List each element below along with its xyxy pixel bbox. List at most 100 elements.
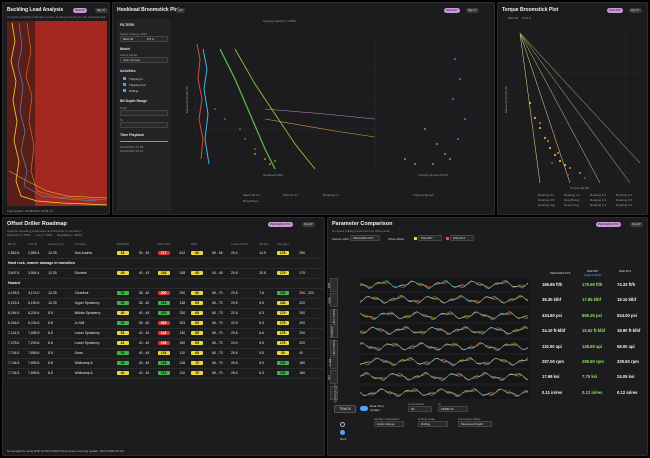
param-row[interactable]: ROP 166.85 ft/h 179.99 ft/h 74.33 ft/h: [328, 278, 648, 292]
track-button[interactable]: TRACK: [334, 405, 356, 413]
table-row[interactable]: 2,862.6 2,859.4 12.25 San Andres 16 30 - 45 71…: [7, 248, 323, 259]
param-sparkline[interactable]: [360, 324, 530, 338]
col-wob[interactable]: WOB (klbf): [116, 242, 130, 246]
subject-well-select[interactable]: PEACHES #7A: [350, 235, 380, 241]
hookload-legend-item[interactable]: Pick Up 0.1: [283, 193, 299, 197]
torque-legend-item[interactable]: Rotating 0.3: [616, 203, 633, 207]
param-row[interactable]: FLOW 297.00 rpm 299.80 rpm 329.50 rpm: [329, 355, 648, 369]
torque-legend-item[interactable]: Drag Below: [564, 198, 580, 202]
params-rig-badge[interactable]: Rig #7: [630, 222, 643, 227]
buckling-well-badge[interactable]: Well #1: [73, 8, 87, 13]
param-row[interactable]: DIFF PRESS 434.80 psi 655.26 psi 524.00 psi: [330, 308, 648, 324]
torque-legend-item[interactable]: Rotating 0.1: [590, 203, 607, 207]
lookahead-input[interactable]: 50: [408, 406, 432, 412]
torque-legend-item[interactable]: Rotating 0.4: [616, 193, 633, 197]
table-row[interactable]: 5,215.3 5,190.5 12.25 Upper Spraberry 59 35 -…: [7, 298, 323, 309]
hookload-legend-item[interactable]: Tripping Speed: [413, 193, 434, 197]
well2-select[interactable]: Well #C1: [450, 235, 474, 241]
roadmap-well-badge[interactable]: PEACHES #7A: [268, 222, 293, 227]
param-sparkline[interactable]: [360, 370, 530, 384]
torque-well-badge[interactable]: Well #47: [607, 8, 623, 13]
activity-checkbox-tripping-in[interactable]: [123, 77, 126, 80]
realtime-toggle[interactable]: [360, 406, 368, 411]
depth-to-input[interactable]: [120, 122, 168, 128]
annotation-mode-select[interactable]: Measured Depth: [458, 421, 492, 427]
hazard-row[interactable]: Hard rock, reamer damage in transition: [7, 258, 323, 269]
param-sparkline[interactable]: [360, 293, 530, 307]
torque-legend-item[interactable]: Rotating 0.5: [616, 198, 633, 202]
col-hole[interactable]: Hole Size (in): [48, 242, 64, 246]
torque-legend-item[interactable]: Rotating Avg: [538, 203, 555, 207]
param-row[interactable]: SPP 17.69 ksi 7.75 ksi 24.05 ksi: [328, 370, 648, 385]
buckling-rig-badge[interactable]: Big #7: [95, 8, 108, 13]
hazard-row[interactable]: Hazard: [7, 278, 323, 289]
torque-legend-item[interactable]: Rotating 0.5: [538, 198, 555, 202]
table-row[interactable]: 7,141.5 7,095.9 8.5 Lower Spraberry 53 40 - 4…: [7, 328, 323, 339]
model-select[interactable]: Auto (Curve): [120, 57, 168, 63]
casing-select[interactable]: BHA #6 8.5 in: [120, 36, 168, 42]
param-row-label: ROP: [328, 278, 338, 292]
hookload-legend-item[interactable]: Rotating 0.1: [323, 193, 340, 197]
depth-from-label: From: [120, 106, 127, 110]
num-toggle[interactable]: [340, 430, 345, 435]
value-chip: 41: [116, 341, 129, 345]
torque-chart[interactable]: [510, 23, 645, 193]
params-well-badge[interactable]: PEACHES #7A: [596, 222, 621, 227]
torque-legend-item[interactable]: Rotating 0.1: [538, 193, 555, 197]
table-row[interactable]: 3,607.5 3,594.4 12.25 Glorieta 45 40 - 43 248 2…: [7, 268, 323, 279]
param-row[interactable]: TORQUE 24.10 ft-klbf 15.62 ft-klbf 18.90 ft…: [330, 324, 648, 339]
torque-rig-badge[interactable]: Big #7: [629, 8, 642, 13]
param-row[interactable]: DEPTH OF CUT 0.11 in/rev 0.12 in/rev 0.12 i…: [330, 384, 648, 403]
table-row[interactable]: 6,264.9 6,234.6 8.5 Middle Spraberry 40 40 - …: [7, 308, 323, 319]
buckling-chart[interactable]: [7, 21, 107, 206]
table-row[interactable]: 7,746.3 7,695.6 8.5 Wolfcamp A 58 40 - 45 128 1…: [7, 358, 323, 369]
median-calc-select[interactable]: Entire Range: [374, 421, 404, 427]
col-diff[interactable]: Diff (psi): [259, 242, 269, 246]
torque-legend-item[interactable]: Rotating 0.3: [590, 193, 607, 197]
activity-checkbox-tripping-out[interactable]: [123, 83, 126, 86]
cell-rop-a: 200: [156, 288, 179, 299]
torque-legend-item[interactable]: Rotating 0.4: [590, 198, 607, 202]
activity-checkbox-drilling[interactable]: [123, 89, 126, 92]
depth-from-input[interactable]: [120, 110, 168, 116]
param-sparkline[interactable]: [360, 278, 530, 291]
param-row[interactable]: WOB 38.30 klbf 17.85 klbf 19.10 klbf: [328, 293, 648, 308]
param-row[interactable]: DIFF PRESS 110.00 api 148.89 api 58.00 api: [330, 339, 648, 354]
num-radio[interactable]: [340, 422, 345, 427]
hookload-well-badge[interactable]: Well #47: [444, 8, 460, 13]
param-sparkline[interactable]: [360, 355, 530, 368]
time-playback-slider[interactable]: [120, 141, 168, 142]
table-row[interactable]: 6,264.0 6,234.6 8.5 Jo Mill 53 35 - 40 203 203 6…: [7, 318, 323, 329]
filters-label[interactable]: FILTERS: [120, 23, 135, 27]
hookload-legend-item[interactable]: Slack Off 0.1: [243, 193, 261, 197]
torque-casing[interactable]: BHA #6 8.75 in: [508, 16, 531, 20]
hookload-chart[interactable]: [175, 19, 493, 199]
hookload-rig-badge[interactable]: Big #7: [466, 8, 479, 13]
torque-legend-item[interactable]: Rotating 0.2: [564, 193, 581, 197]
table-row[interactable]: 7,746.3 7,695.6 8.5 Wolfcamp A 40 40 - 45 120 1…: [7, 368, 323, 379]
depth-to-value[interactable]: 18980.00: [438, 406, 468, 412]
col-flow[interactable]: Flow (gpm): [276, 242, 290, 246]
col-tvd[interactable]: TVD (ft): [28, 242, 38, 246]
param-sparkline[interactable]: [360, 308, 530, 322]
torque-legend-item[interactable]: Return Avg: [564, 203, 579, 207]
num-label: Num: [340, 437, 347, 441]
table-row[interactable]: 7,746.3 7,695.6 8.5 Dean 55 40 - 45 135 110 65 60…: [7, 348, 323, 359]
filters-sidebar: FILTERS Select Casing / Well BHA #6 8.5 …: [117, 19, 171, 211]
col-formation[interactable]: Formation: [74, 242, 87, 246]
param-sparkline[interactable]: [360, 385, 530, 399]
param-sparkline[interactable]: [360, 339, 530, 353]
hookload-panel: Hookload Broomstick Plot mid Well #47 Bi…: [112, 2, 495, 215]
well1-select[interactable]: Well #87: [418, 235, 442, 241]
drilling-state-select[interactable]: Drilling: [418, 421, 448, 427]
col-rop[interactable]: ROP (ft/hr): [157, 242, 171, 246]
table-row[interactable]: 4,195.3 4,174.0 12.25 Clearfork 51 38 - 40 200…: [7, 288, 323, 299]
col-md[interactable]: MD (ft): [8, 242, 16, 246]
cell-rpm-a: 65: [190, 298, 212, 309]
table-row[interactable]: 7,278.6 7,230.6 8.5 Lower Spraberry 41 40 - 4…: [7, 338, 323, 349]
hookload-legend-item[interactable]: Drag Below: [243, 199, 259, 203]
col-torque[interactable]: Torque (kft-lbf): [231, 242, 248, 246]
roadmap-rig-badge[interactable]: Rig #7: [302, 222, 315, 227]
col-rpm[interactable]: RPM: [191, 242, 197, 246]
param-row-label: TORQUE: [330, 324, 338, 339]
